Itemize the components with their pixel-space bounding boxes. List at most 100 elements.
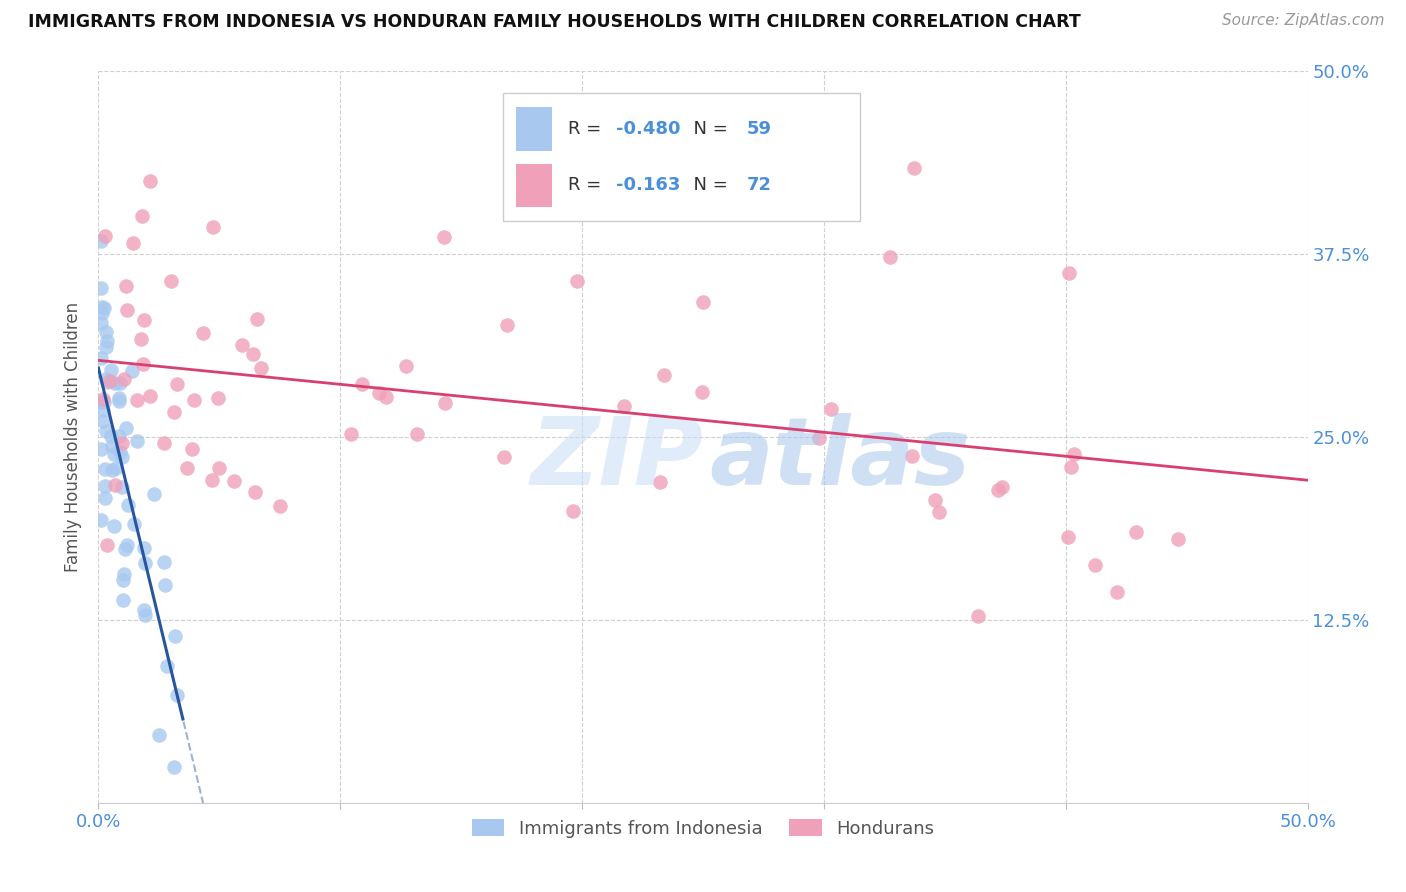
Point	[193, 326, 215, 341]
Point	[1084, 558, 1107, 572]
Point	[91, 392, 114, 406]
Point	[692, 295, 714, 310]
Point	[91, 403, 114, 417]
Point	[806, 188, 828, 202]
Point	[94, 462, 117, 476]
Point	[114, 421, 136, 435]
Point	[93, 394, 115, 409]
Text: -0.163: -0.163	[616, 177, 681, 194]
Point	[967, 609, 990, 624]
Point	[111, 480, 134, 494]
Text: -0.480: -0.480	[616, 120, 681, 138]
Text: 72: 72	[747, 177, 772, 194]
Point	[93, 301, 115, 316]
Point	[166, 376, 188, 391]
Point	[166, 688, 188, 702]
Point	[115, 302, 138, 317]
Point	[208, 460, 231, 475]
Point	[183, 393, 205, 408]
Point	[104, 461, 127, 475]
Point	[1060, 459, 1083, 474]
FancyBboxPatch shape	[516, 107, 551, 151]
Text: 59: 59	[747, 120, 772, 138]
Text: N =: N =	[682, 177, 734, 194]
Point	[567, 274, 589, 288]
Point	[434, 396, 457, 410]
Point	[90, 316, 112, 330]
Point	[91, 414, 114, 428]
Point	[692, 385, 714, 400]
Point	[152, 555, 174, 569]
Text: N =: N =	[682, 120, 734, 138]
Point	[395, 359, 418, 374]
Point	[152, 435, 174, 450]
Text: atlas: atlas	[709, 413, 970, 505]
Point	[90, 300, 112, 314]
Point	[143, 486, 166, 500]
Point	[131, 332, 153, 346]
Point	[101, 438, 124, 452]
Point	[90, 306, 112, 320]
Point	[160, 274, 183, 288]
Point	[652, 368, 675, 382]
Point	[94, 372, 117, 386]
Text: ZIP: ZIP	[530, 413, 703, 505]
Point	[121, 235, 143, 250]
Text: R =: R =	[568, 177, 606, 194]
Point	[246, 312, 269, 326]
Point	[562, 504, 585, 518]
Point	[131, 209, 153, 223]
Point	[1107, 585, 1129, 599]
Point	[1167, 532, 1189, 546]
Point	[492, 450, 515, 465]
Point	[96, 375, 118, 389]
FancyBboxPatch shape	[503, 94, 860, 221]
Point	[134, 541, 156, 555]
Point	[222, 474, 245, 488]
Point	[201, 473, 224, 487]
Point	[93, 479, 115, 493]
Point	[340, 427, 363, 442]
Point	[111, 573, 134, 587]
Point	[820, 402, 842, 417]
Point	[243, 484, 266, 499]
Point	[94, 341, 117, 355]
Text: IMMIGRANTS FROM INDONESIA VS HONDURAN FAMILY HOUSEHOLDS WITH CHILDREN CORRELATIO: IMMIGRANTS FROM INDONESIA VS HONDURAN FA…	[28, 13, 1081, 31]
Point	[90, 235, 112, 249]
FancyBboxPatch shape	[516, 163, 551, 208]
Point	[108, 376, 131, 390]
Point	[249, 360, 271, 375]
Point	[207, 391, 229, 405]
Text: Source: ZipAtlas.com: Source: ZipAtlas.com	[1222, 13, 1385, 29]
Point	[879, 250, 901, 264]
Point	[374, 390, 396, 404]
Point	[112, 566, 135, 581]
Point	[90, 281, 112, 295]
Point	[103, 518, 125, 533]
Point	[808, 431, 831, 445]
Point	[900, 449, 922, 463]
Point	[132, 313, 155, 327]
Point	[122, 517, 145, 532]
Point	[202, 220, 225, 235]
Point	[90, 351, 112, 366]
Point	[132, 603, 155, 617]
Point	[114, 542, 136, 557]
Point	[90, 395, 112, 409]
Point	[96, 326, 118, 340]
Point	[104, 376, 127, 390]
Point	[90, 513, 112, 527]
Point	[242, 347, 264, 361]
Point	[987, 483, 1010, 498]
Point	[367, 385, 389, 400]
Point	[176, 460, 198, 475]
Point	[148, 728, 170, 742]
Point	[165, 629, 187, 643]
Point	[1125, 525, 1147, 540]
Point	[115, 538, 138, 552]
Point	[125, 393, 148, 408]
Point	[991, 480, 1014, 494]
Point	[107, 429, 129, 443]
Point	[100, 374, 122, 388]
Point	[115, 278, 138, 293]
